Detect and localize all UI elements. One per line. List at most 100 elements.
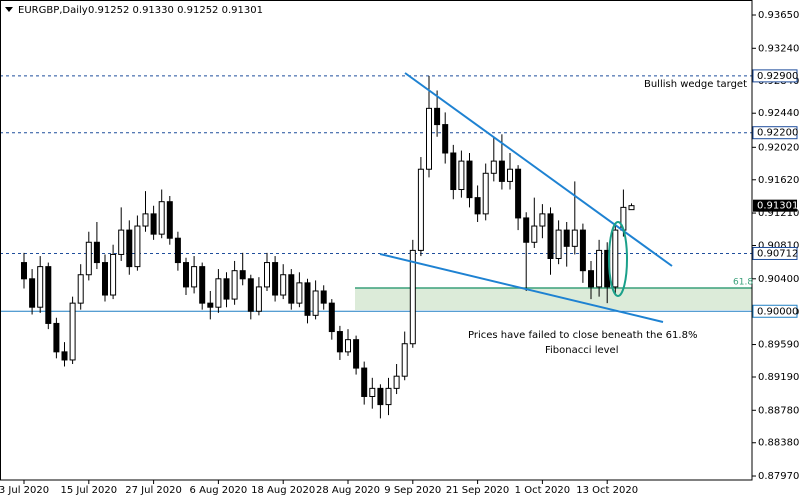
level-label-box (752, 304, 798, 318)
y-tick-label: 0.92440 (758, 108, 799, 119)
candle-body (247, 278, 254, 312)
x-tick-label: 13 Oct 2020 (576, 485, 638, 496)
candle-body (320, 290, 327, 304)
candle-body (174, 237, 181, 264)
level-label-box (752, 69, 798, 83)
candle-body (158, 201, 165, 235)
candle-body (312, 290, 319, 316)
candle-body (53, 322, 60, 353)
x-tick-label: 3 Jul 2020 (0, 485, 49, 496)
candle-body (272, 262, 279, 296)
candle-body (134, 225, 141, 268)
candle-body (110, 253, 117, 296)
level-label-box (752, 246, 798, 260)
candle-body (547, 213, 554, 260)
candle-body (579, 229, 586, 272)
y-tick-label: 0.89590 (758, 340, 799, 351)
plot-frame (0, 0, 753, 481)
candle-body (288, 274, 295, 304)
x-tick-label: 18 Aug 2020 (251, 485, 315, 496)
wedge-lower (379, 253, 664, 323)
candle-body (345, 339, 351, 353)
candle-body (466, 160, 473, 199)
last-price-label: 0.91301 (757, 201, 798, 212)
candle-body (264, 262, 270, 288)
candle-body (85, 241, 92, 276)
y-tick-label: 0.89190 (758, 372, 799, 383)
y-tick-label: 0.93650 (758, 10, 799, 21)
level-label: 0.92200 (757, 128, 798, 139)
candle-body (336, 331, 343, 353)
candle-body (426, 107, 432, 170)
y-tick-label: 0.93240 (758, 43, 799, 54)
y-tick-label: 0.91210 (758, 208, 799, 219)
y-tick-label: 0.88780 (758, 405, 799, 416)
x-tick-label: 1 Oct 2020 (515, 485, 570, 496)
highlight-ellipse (608, 221, 628, 297)
candle-body (507, 168, 513, 182)
candle-body (102, 262, 108, 296)
x-tick-label: 9 Sep 2020 (384, 485, 441, 496)
candle-body (417, 168, 424, 251)
annotation: Bullish wedge target (644, 79, 747, 90)
wedge-upper (404, 72, 673, 267)
candle-body (296, 282, 303, 304)
level-label: 0.90712 (757, 248, 798, 259)
candle-body (571, 229, 578, 247)
candle-body (361, 367, 368, 397)
candle-body (239, 270, 246, 280)
candle-body (409, 249, 416, 345)
candle-body (563, 229, 570, 247)
x-tick-label: 15 Jul 2020 (60, 485, 117, 496)
candle-body (255, 286, 262, 312)
candle-body (69, 302, 76, 361)
y-tick-label: 0.90810 (758, 241, 799, 252)
candle-body (191, 266, 198, 288)
annotation: Fibonacci level (545, 345, 618, 356)
candle-body (304, 282, 311, 316)
candle-body (93, 241, 100, 264)
annotation: Prices have failed to close beneath the … (468, 330, 697, 341)
candle-body (490, 160, 497, 174)
candle-body (377, 387, 384, 406)
y-tick-label: 0.87970 (758, 471, 799, 482)
candle-body (628, 205, 635, 211)
candle-body (450, 152, 457, 191)
candle-body (474, 197, 481, 215)
candle-body (482, 172, 489, 215)
candle-body (45, 266, 52, 324)
level-label: 0.92900 (757, 71, 798, 82)
candle-body (199, 266, 206, 304)
level-label: 0.90000 (757, 306, 798, 317)
candle-body (166, 201, 173, 239)
candle-body (29, 278, 36, 308)
y-tick-label: 0.88380 (758, 438, 799, 449)
x-tick-label: 28 Aug 2020 (316, 485, 380, 496)
candle-body (393, 375, 400, 389)
candle-body (539, 213, 546, 227)
y-tick-label: 0.90400 (758, 274, 799, 285)
candle-body (183, 262, 189, 288)
candle-body (596, 249, 603, 288)
fib-zone (355, 288, 752, 310)
candle-body (118, 229, 125, 255)
candle-body (61, 351, 68, 361)
candle-body (223, 278, 230, 300)
y-tick-label: 0.92020 (758, 142, 799, 153)
candle-body (215, 278, 222, 308)
candle-body (434, 107, 441, 126)
candle-body (37, 266, 44, 308)
candle-body (442, 124, 449, 154)
y-tick-label: 0.91620 (758, 175, 799, 186)
level-label-box (752, 126, 798, 140)
candle-body (369, 387, 376, 397)
candle-body (231, 270, 238, 300)
candle-body (77, 274, 84, 304)
last-price-box (753, 199, 797, 212)
ohlc-label: 0.91252 0.91330 0.91252 0.91301 (88, 5, 263, 16)
candle-body (555, 229, 562, 260)
candle-body (515, 168, 522, 219)
candle-body (328, 302, 335, 333)
